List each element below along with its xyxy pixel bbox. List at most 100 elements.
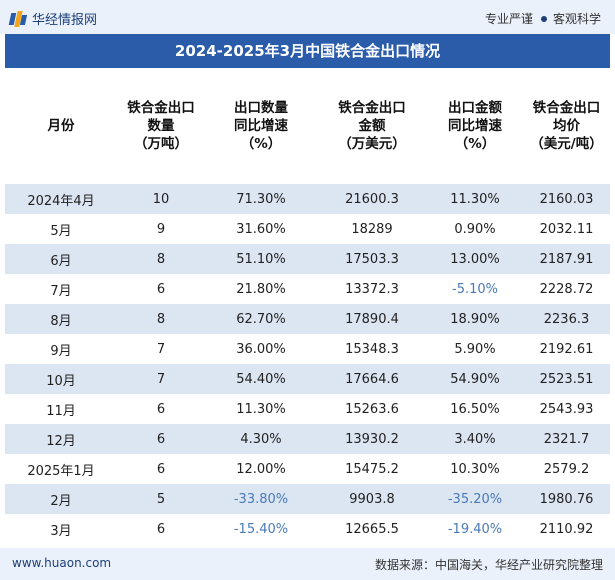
table-cell: 62.70% bbox=[205, 304, 317, 334]
table-cell: 11.30% bbox=[205, 394, 317, 424]
table-cell: 10.30% bbox=[427, 454, 523, 484]
table-cell: -33.80% bbox=[205, 484, 317, 514]
table-cell: 17664.6 bbox=[317, 364, 427, 394]
table-header-row: 月份 铁合金出口 数量 （万吨） 出口数量 同比增速 （%） 铁合金出口 金额 （万美… bbox=[5, 68, 610, 184]
table-cell: 5月 bbox=[5, 214, 117, 244]
huajing-logo-icon bbox=[8, 10, 28, 27]
table-cell: 7 bbox=[117, 364, 205, 394]
table-cell: 21600.3 bbox=[317, 184, 427, 214]
table-cell: 10 bbox=[117, 184, 205, 214]
table-cell: 6月 bbox=[5, 244, 117, 274]
table-cell: 6 bbox=[117, 424, 205, 454]
footer-url[interactable]: www.huaon.com bbox=[12, 556, 112, 570]
table-cell: 12月 bbox=[5, 424, 117, 454]
table-cell: 12.00% bbox=[205, 454, 317, 484]
table-cell: 2321.7 bbox=[523, 424, 610, 454]
table-cell: -5.10% bbox=[427, 274, 523, 304]
table-cell: 2543.93 bbox=[523, 394, 610, 424]
table-cell: 9月 bbox=[5, 334, 117, 364]
table-row: 2025年1月 6 12.00% 15475.2 10.30% 2579.2 bbox=[5, 454, 610, 484]
table-row: 2月 5 -33.80% 9903.8 -35.20% 1980.76 bbox=[5, 484, 610, 514]
table-cell: 2192.61 bbox=[523, 334, 610, 364]
column-header: 出口金额 同比增速 （%） bbox=[427, 68, 523, 184]
column-header: 铁合金出口 均价 （美元/吨） bbox=[523, 68, 610, 184]
table-row: 10月 7 54.40% 17664.6 54.90% 2523.51 bbox=[5, 364, 610, 394]
table-cell: 7 bbox=[117, 334, 205, 364]
table-cell: 3月 bbox=[5, 514, 117, 544]
column-header: 出口数量 同比增速 （%） bbox=[205, 68, 317, 184]
table-cell: 5.90% bbox=[427, 334, 523, 364]
table-cell: 2236.3 bbox=[523, 304, 610, 334]
table-cell: 11月 bbox=[5, 394, 117, 424]
table-cell: 15475.2 bbox=[317, 454, 427, 484]
table-row: 6月 8 51.10% 17503.3 13.00% 2187.91 bbox=[5, 244, 610, 274]
table-cell: 9903.8 bbox=[317, 484, 427, 514]
table-cell: 15348.3 bbox=[317, 334, 427, 364]
table-row: 9月 7 36.00% 15348.3 5.90% 2192.61 bbox=[5, 334, 610, 364]
table-cell: 17890.4 bbox=[317, 304, 427, 334]
column-header: 月份 bbox=[5, 68, 117, 184]
top-bar: 华经情报网 专业严谨 客观科学 bbox=[0, 0, 615, 34]
table-cell: 36.00% bbox=[205, 334, 317, 364]
table-cell: 16.50% bbox=[427, 394, 523, 424]
table-cell: 8 bbox=[117, 244, 205, 274]
table-cell: 18.90% bbox=[427, 304, 523, 334]
table-cell: 31.60% bbox=[205, 214, 317, 244]
table-cell: 54.90% bbox=[427, 364, 523, 394]
table-cell: 71.30% bbox=[205, 184, 317, 214]
column-header: 铁合金出口 金额 （万美元） bbox=[317, 68, 427, 184]
table-cell: 8 bbox=[117, 304, 205, 334]
tagline-left: 专业严谨 bbox=[484, 12, 533, 26]
table-cell: 2032.11 bbox=[523, 214, 610, 244]
table-cell: 2月 bbox=[5, 484, 117, 514]
table-cell: 2160.03 bbox=[523, 184, 610, 214]
table-cell: 51.10% bbox=[205, 244, 317, 274]
table-cell: -19.40% bbox=[427, 514, 523, 544]
table-row: 3月 6 -15.40% 12665.5 -19.40% 2110.92 bbox=[5, 514, 610, 544]
table-cell: 2228.72 bbox=[523, 274, 610, 304]
table-cell: 13.00% bbox=[427, 244, 523, 274]
table-cell: 7月 bbox=[5, 274, 117, 304]
table-cell: 2187.91 bbox=[523, 244, 610, 274]
table-cell: 4.30% bbox=[205, 424, 317, 454]
table-row: 7月 6 21.80% 13372.3 -5.10% 2228.72 bbox=[5, 274, 610, 304]
table-cell: 2025年1月 bbox=[5, 454, 117, 484]
bullet-dot-icon bbox=[540, 15, 547, 22]
table-cell: 18289 bbox=[317, 214, 427, 244]
table-body: 2024年4月 10 71.30% 21600.3 11.30% 2160.03 5月 9 31… bbox=[5, 184, 610, 544]
table-cell: 3.40% bbox=[427, 424, 523, 454]
table-title: 2024-2025年3月中国铁合金出口情况 bbox=[5, 34, 610, 68]
table-cell: 13930.2 bbox=[317, 424, 427, 454]
table-cell: -35.20% bbox=[427, 484, 523, 514]
table-cell: 6 bbox=[117, 454, 205, 484]
table-cell: 2579.2 bbox=[523, 454, 610, 484]
table-cell: 54.40% bbox=[205, 364, 317, 394]
table-cell: 2110.92 bbox=[523, 514, 610, 544]
table-row: 8月 8 62.70% 17890.4 18.90% 2236.3 bbox=[5, 304, 610, 334]
table-cell: 9 bbox=[117, 214, 205, 244]
column-header: 铁合金出口 数量 （万吨） bbox=[117, 68, 205, 184]
tagline-right: 客观科学 bbox=[552, 12, 601, 26]
table-cell: 10月 bbox=[5, 364, 117, 394]
table-cell: 2523.51 bbox=[523, 364, 610, 394]
table-cell: 5 bbox=[117, 484, 205, 514]
site-logo[interactable]: 华经情报网 bbox=[8, 9, 98, 28]
table-cell: 1980.76 bbox=[523, 484, 610, 514]
table-row: 12月 6 4.30% 13930.2 3.40% 2321.7 bbox=[5, 424, 610, 454]
footer: www.huaon.com 数据来源：中国海关，华经产业研究院整理 bbox=[0, 548, 615, 580]
table-row: 11月 6 11.30% 15263.6 16.50% 2543.93 bbox=[5, 394, 610, 424]
table-cell: 6 bbox=[117, 394, 205, 424]
tagline: 专业严谨 客观科学 bbox=[485, 10, 601, 27]
site-name: 华经情报网 bbox=[32, 13, 98, 28]
table-cell: 21.80% bbox=[205, 274, 317, 304]
table-cell: 0.90% bbox=[427, 214, 523, 244]
table-cell: 12665.5 bbox=[317, 514, 427, 544]
table-cell: -15.40% bbox=[205, 514, 317, 544]
table-cell: 6 bbox=[117, 274, 205, 304]
table-cell: 6 bbox=[117, 514, 205, 544]
table-row: 5月 9 31.60% 18289 0.90% 2032.11 bbox=[5, 214, 610, 244]
table-cell: 13372.3 bbox=[317, 274, 427, 304]
table-cell: 2024年4月 bbox=[5, 184, 117, 214]
table-row: 2024年4月 10 71.30% 21600.3 11.30% 2160.03 bbox=[5, 184, 610, 214]
ferroalloy-export-table: 月份 铁合金出口 数量 （万吨） 出口数量 同比增速 （%） 铁合金出口 金额 （万美… bbox=[5, 68, 610, 544]
